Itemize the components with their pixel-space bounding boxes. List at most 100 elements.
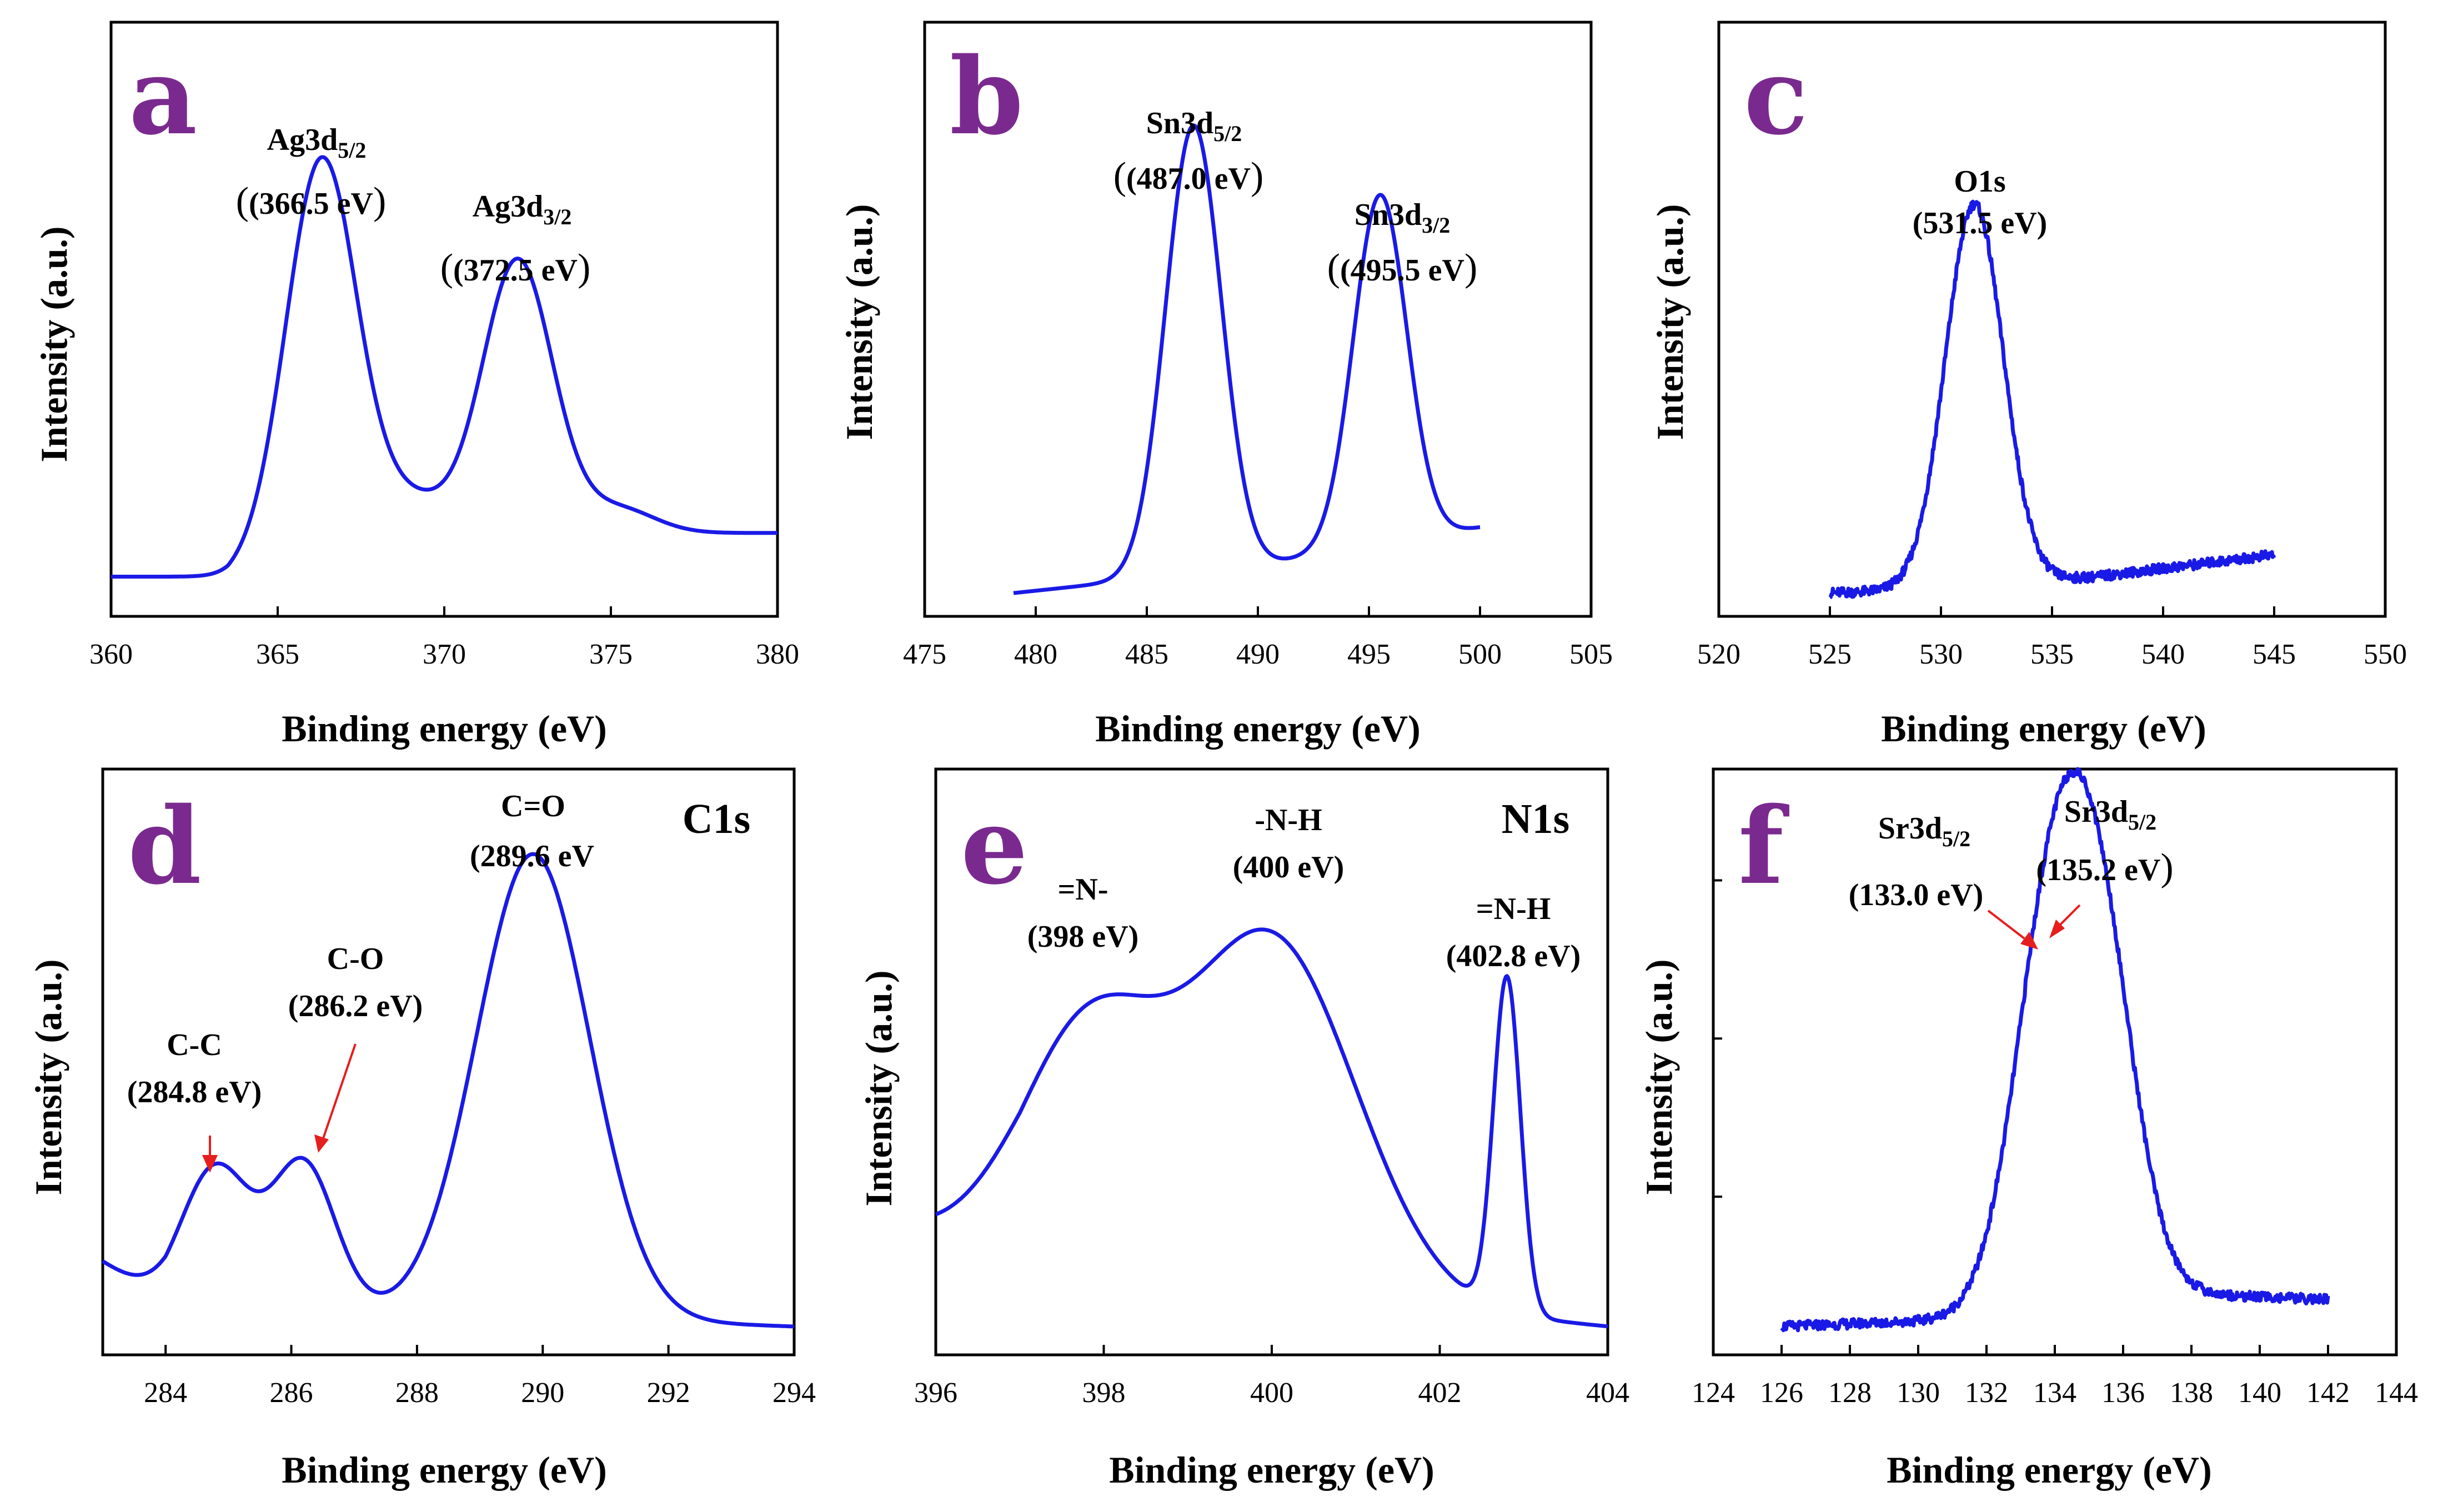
panel-a-xtick-label: 375 xyxy=(589,639,633,670)
panel-b-spectrum-line xyxy=(1012,123,1482,595)
panel-d-cc-energy: (284.8 eV) xyxy=(127,1075,262,1109)
panel-b-xtick-label: 505 xyxy=(1569,639,1613,670)
panel-b-xtick-label: 480 xyxy=(1014,639,1057,670)
panel-e-n1-energy: (398 eV) xyxy=(1027,920,1139,954)
panel-f-peak2-energy: (135.2 eV) xyxy=(2036,846,2173,889)
panel-e-n1-label: =N- xyxy=(1058,872,1108,907)
panel-e-xtick-label: 402 xyxy=(1418,1377,1462,1409)
panel-d-ylabel: Intensity (a.u.) xyxy=(27,959,69,1195)
panel-b-peak2-energy: ((495.5 eV) xyxy=(1327,247,1478,289)
panel-c-spectrum-line xyxy=(1828,199,2276,600)
panel-b-xtick-label: 485 xyxy=(1125,639,1168,670)
panel-c-frame xyxy=(1717,21,2387,618)
panel-f-xtick-label: 124 xyxy=(1692,1377,1735,1409)
panel-a-peak2-energy: ((372.5 eV) xyxy=(440,247,591,289)
panel-f: f 124 126 128 130 132 134 136 138 140 142 144 Bind… xyxy=(1638,767,2418,1491)
panel-b-peak2-label: Sn3d3/2 xyxy=(1355,198,1451,238)
panel-f-ticks: 124 126 128 130 132 134 136 138 140 142 144 xyxy=(1692,879,2418,1409)
panel-a-xtick-label: 380 xyxy=(756,639,799,670)
panel-e-ticks: 396 398 400 402 404 xyxy=(914,1345,1629,1409)
panel-c-xtick-label: 530 xyxy=(1919,639,1963,670)
panel-f-curve-group xyxy=(1780,767,2330,1333)
panel-f-xlabel: Binding energy (eV) xyxy=(1887,1449,2212,1491)
panel-f-xtick-label: 138 xyxy=(2170,1377,2213,1409)
panel-d-xtick-label: 284 xyxy=(144,1377,187,1409)
panel-f-spectrum-line xyxy=(1780,767,2330,1333)
panel-e-n3-energy: (402.8 eV) xyxy=(1446,939,1581,973)
panel-f-xtick-label: 130 xyxy=(1897,1377,1940,1409)
panel-d-xtick-label: 290 xyxy=(521,1377,564,1409)
panel-f-xtick-label: 136 xyxy=(2101,1377,2145,1409)
panel-f-peak2-label: Sr3d5/2 xyxy=(2064,795,2156,835)
panel-a-xtick-label: 370 xyxy=(423,639,466,670)
panel-b-xtick-label: 495 xyxy=(1347,639,1391,670)
panel-d: d C1s 284 286 288 290 292 294 Binding energy … xyxy=(27,767,816,1491)
panel-b-peak1-label: Sn3d5/2 xyxy=(1146,106,1242,146)
panel-e-n2-label: -N-H xyxy=(1255,803,1322,837)
panel-f-peak1-arrowhead xyxy=(2020,932,2038,950)
panel-d-spectrum-line xyxy=(102,852,795,1329)
panel-b-ylabel: Intensity (a.u.) xyxy=(838,204,880,440)
panel-b-xtick-label: 475 xyxy=(903,639,946,670)
panel-c-ticks: 520 525 530 535 540 545 550 xyxy=(1697,606,2407,670)
panel-b-frame xyxy=(923,21,1593,618)
panel-c-letter: c xyxy=(1744,34,1808,158)
panel-f-peak1-energy: (133.0 eV) xyxy=(1849,878,1984,912)
panel-d-xtick-label: 292 xyxy=(647,1377,690,1409)
panel-d-xlabel: Binding energy (eV) xyxy=(282,1449,607,1491)
panel-a-curve-group xyxy=(110,155,779,579)
panel-c-ylabel: Intensity (a.u.) xyxy=(1649,204,1691,440)
panel-b-xtick-label: 490 xyxy=(1236,639,1280,670)
panel-d-co-arrowhead xyxy=(314,1134,329,1153)
panel-e-curve-group xyxy=(935,927,1609,1329)
panel-d-letter: d xyxy=(128,784,202,908)
panel-d-cc-arrowhead xyxy=(202,1155,218,1173)
panel-c-xtick-label: 540 xyxy=(2141,639,2185,670)
panel-b: b 475 480 485 490 495 500 505 Binding energy (… xyxy=(838,21,1613,750)
panel-e: e N1s 396 398 400 402 404 Binding energy (eV… xyxy=(857,767,1629,1491)
panel-c: c 520 525 530 535 540 545 550 Binding energy (… xyxy=(1649,21,2407,750)
panel-b-xtick-label: 500 xyxy=(1458,639,1502,670)
panel-c-xtick-label: 525 xyxy=(1808,639,1852,670)
panel-b-ticks: 475 480 485 490 495 500 505 xyxy=(903,606,1613,670)
panel-a-ylabel: Intensity (a.u.) xyxy=(33,226,75,462)
panel-d-cc-label: C-C xyxy=(167,1028,222,1062)
panel-c-xtick-label: 550 xyxy=(2364,639,2407,670)
panel-f-xtick-label: 144 xyxy=(2375,1377,2418,1409)
panel-d-xtick-label: 286 xyxy=(270,1377,313,1409)
panel-d-co-energy: (286.2 eV) xyxy=(288,989,423,1023)
panel-f-xtick-label: 128 xyxy=(1828,1377,1872,1409)
panel-b-peak1-energy: ((487.0 eV) xyxy=(1113,155,1264,198)
panel-b-letter: b xyxy=(950,34,1024,158)
panel-d-species: C1s xyxy=(683,796,750,842)
panel-e-xtick-label: 404 xyxy=(1586,1377,1629,1409)
panel-e-letter: e xyxy=(961,784,1028,908)
panel-c-xtick-label: 545 xyxy=(2253,639,2296,670)
panel-d-xtick-label: 294 xyxy=(772,1377,816,1409)
panel-c-curve-group xyxy=(1828,199,2276,600)
panel-d-c-double-o-energy: (289.6 eV xyxy=(470,839,594,873)
panel-a-peak2-label: Ag3d3/2 xyxy=(473,189,572,229)
panel-a-ticks: 360 365 370 375 380 xyxy=(89,606,799,670)
panel-f-xtick-label: 142 xyxy=(2306,1377,2350,1409)
panel-e-xlabel: Binding energy (eV) xyxy=(1109,1449,1434,1491)
panel-e-xtick-label: 400 xyxy=(1250,1377,1293,1409)
panel-f-peak1-arrow xyxy=(1987,910,2025,940)
panel-e-spectrum-line xyxy=(935,927,1609,1329)
panel-f-xtick-label: 132 xyxy=(1965,1377,2008,1409)
panel-a-peak1-label: Ag3d5/2 xyxy=(267,123,367,163)
panel-f-peak2-arrowhead xyxy=(2049,920,2065,938)
panel-d-xtick-label: 288 xyxy=(395,1377,439,1409)
panel-a-spectrum-line xyxy=(110,155,779,579)
panel-a-xlabel: Binding energy (eV) xyxy=(282,707,607,750)
panel-b-curve-group xyxy=(1012,123,1482,595)
panel-e-n2-energy: (400 eV) xyxy=(1233,850,1345,885)
panel-a-letter: a xyxy=(129,34,197,158)
panel-f-xtick-label: 140 xyxy=(2238,1377,2281,1409)
panel-e-species: N1s xyxy=(1502,796,1569,842)
panel-f-xtick-label: 134 xyxy=(2033,1377,2076,1409)
panel-d-frame xyxy=(101,767,796,1357)
panel-d-c-double-o-label: C=O xyxy=(501,789,565,823)
panel-e-xtick-label: 396 xyxy=(914,1377,957,1409)
